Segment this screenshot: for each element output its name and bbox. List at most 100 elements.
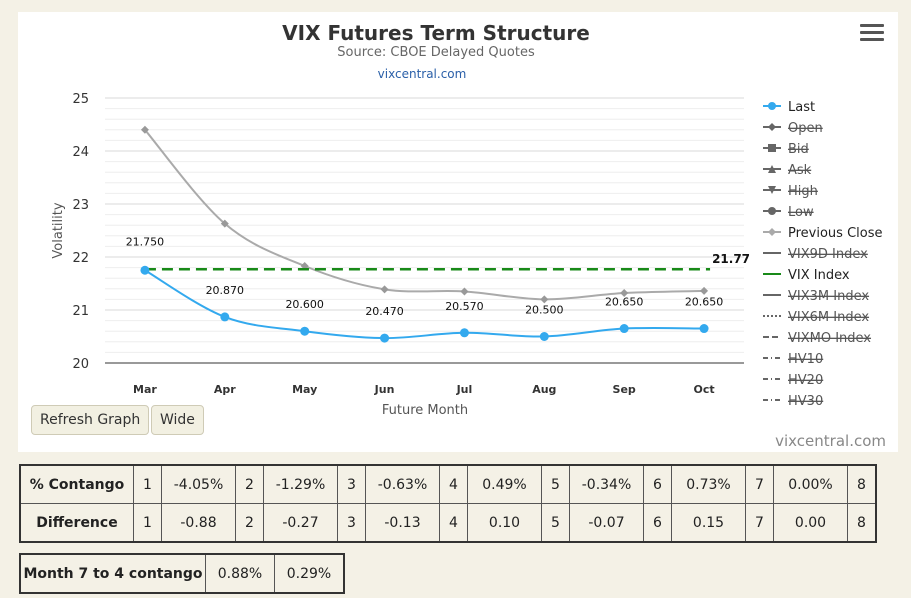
legend-marker	[768, 207, 776, 215]
previous-close-point	[220, 219, 229, 228]
legend-marker	[768, 186, 776, 194]
x-tick-label: Sep	[613, 383, 636, 396]
month-index: 6	[643, 503, 672, 543]
legend-marker	[768, 144, 776, 152]
y-axis-title: Volatility	[51, 202, 66, 258]
month-index: 1	[133, 503, 162, 543]
month-value: 0.00	[773, 503, 848, 543]
table-row: Difference 1 -0.88 2 -0.27 3 -0.13 4 0.10 5 -0.07 6…	[19, 503, 877, 543]
legend-item[interactable]: VIX6M Index	[763, 310, 869, 325]
legend-label: VIX3M Index	[788, 289, 869, 304]
month-value: -1.29%	[263, 464, 338, 504]
refresh-graph-button[interactable]: Refresh Graph	[31, 405, 150, 435]
chart-source-link[interactable]: vixcentral.com	[378, 67, 467, 81]
chart-credit: vixcentral.com	[775, 432, 886, 450]
month-value: 0.49%	[467, 464, 542, 504]
previous-close-point	[380, 285, 389, 294]
data-label: 20.570	[445, 300, 484, 313]
month-index: 5	[541, 464, 570, 504]
legend-item[interactable]: Open	[763, 121, 823, 136]
data-label: 21.750	[126, 235, 165, 248]
previous-close-point	[460, 287, 469, 296]
month-value: -4.05%	[161, 464, 236, 504]
legend-item[interactable]: HV30	[763, 394, 823, 409]
month-index: 2	[235, 464, 264, 504]
legend-item[interactable]: High	[763, 184, 818, 199]
legend-label: HV30	[788, 394, 823, 409]
legend-label: Open	[788, 121, 823, 136]
month-index: 4	[439, 503, 468, 543]
data-label: 20.470	[365, 305, 404, 318]
month-value: -0.88	[161, 503, 236, 543]
chart-title: VIX Futures Term Structure	[282, 21, 590, 45]
legend-item[interactable]: Ask	[763, 163, 812, 178]
table-row: % Contango 1 -4.05% 2 -1.29% 3 -0.63% 4 0.49% 5 -0…	[19, 464, 877, 504]
legend-label: HV10	[788, 352, 823, 367]
y-tick-label: 22	[72, 251, 89, 266]
y-tick-label: 25	[72, 92, 89, 107]
last-point	[459, 328, 469, 338]
month-index: 2	[235, 503, 264, 543]
last-point	[380, 333, 390, 343]
legend-marker	[768, 228, 776, 236]
data-label: 20.650	[685, 296, 724, 309]
x-tick-label: Jul	[456, 383, 473, 396]
last-point	[699, 324, 709, 334]
previous-close-point	[700, 286, 709, 295]
hamburger-menu-icon[interactable]	[860, 24, 884, 44]
data-label: 20.870	[206, 284, 245, 297]
month-value: -0.07	[569, 503, 644, 543]
legend-marker	[768, 123, 776, 131]
wide-button[interactable]: Wide	[151, 405, 204, 435]
month-index: 8	[847, 464, 877, 504]
last-point	[140, 265, 150, 275]
month-index: 6	[643, 464, 672, 504]
last-point	[619, 324, 629, 334]
legend-item[interactable]: HV20	[763, 373, 823, 388]
row-label: % Contango	[19, 464, 134, 504]
legend-label: VIX Index	[788, 268, 850, 283]
summary-value: 0.88%	[205, 553, 275, 594]
month-value: 0.73%	[671, 464, 746, 504]
legend-marker	[768, 102, 776, 110]
month-value: -0.34%	[569, 464, 644, 504]
legend-item[interactable]: HV10	[763, 352, 823, 367]
legend-item[interactable]: Bid	[763, 142, 809, 157]
x-axis-title: Future Month	[382, 403, 468, 418]
x-tick-label: Mar	[133, 383, 157, 396]
summary-table: Month 7 to 4 contango 0.88% 0.29%	[19, 553, 345, 594]
month-index: 4	[439, 464, 468, 504]
month-value: -0.27	[263, 503, 338, 543]
chart-subtitle: Source: CBOE Delayed Quotes	[337, 45, 535, 60]
legend-item[interactable]: VIX Index	[763, 268, 850, 283]
y-tick-label: 23	[72, 198, 89, 213]
month-index: 3	[337, 464, 366, 504]
y-tick-label: 20	[72, 357, 89, 372]
legend-item[interactable]: VIXMO Index	[763, 331, 871, 346]
legend-item[interactable]: VIX3M Index	[763, 289, 869, 304]
legend-marker	[768, 165, 776, 173]
legend-item[interactable]: VIX9D Index	[763, 247, 868, 262]
legend-label: Low	[788, 205, 814, 220]
legend-label: HV20	[788, 373, 823, 388]
chart-panel: VIX Futures Term Structure Source: CBOE …	[18, 12, 898, 452]
x-tick-label: Apr	[214, 383, 236, 396]
month-index: 8	[847, 503, 877, 543]
last-point	[300, 326, 310, 336]
legend-label: Bid	[788, 142, 809, 157]
month-value: -0.13	[365, 503, 440, 543]
x-tick-label: May	[292, 383, 317, 396]
legend-item[interactable]: Last	[763, 100, 815, 115]
data-label: 20.500	[525, 304, 564, 317]
row-label: Difference	[19, 503, 134, 543]
legend-label: VIX9D Index	[788, 247, 868, 262]
summary-value: 0.29%	[274, 553, 345, 594]
x-tick-label: Jun	[374, 383, 395, 396]
legend-item[interactable]: Previous Close	[763, 226, 883, 241]
data-label: 20.600	[285, 298, 324, 311]
month-index: 5	[541, 503, 570, 543]
previous-close-point	[140, 125, 149, 134]
previous-close-point	[540, 295, 549, 304]
legend-item[interactable]: Low	[763, 205, 814, 220]
x-tick-label: Aug	[532, 383, 556, 396]
